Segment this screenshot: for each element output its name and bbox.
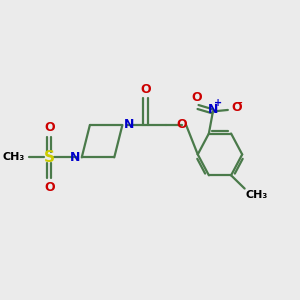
Text: −: − <box>235 98 243 108</box>
Text: O: O <box>140 82 151 95</box>
Text: CH₃: CH₃ <box>3 152 25 162</box>
Text: N: N <box>70 151 80 164</box>
Text: S: S <box>44 150 55 165</box>
Text: O: O <box>44 181 55 194</box>
Text: CH₃: CH₃ <box>246 190 268 200</box>
Text: +: + <box>214 98 222 108</box>
Text: O: O <box>177 118 187 131</box>
Text: O: O <box>191 91 202 104</box>
Text: N: N <box>124 118 135 131</box>
Text: O: O <box>231 100 242 113</box>
Text: N: N <box>208 103 218 116</box>
Text: O: O <box>44 121 55 134</box>
